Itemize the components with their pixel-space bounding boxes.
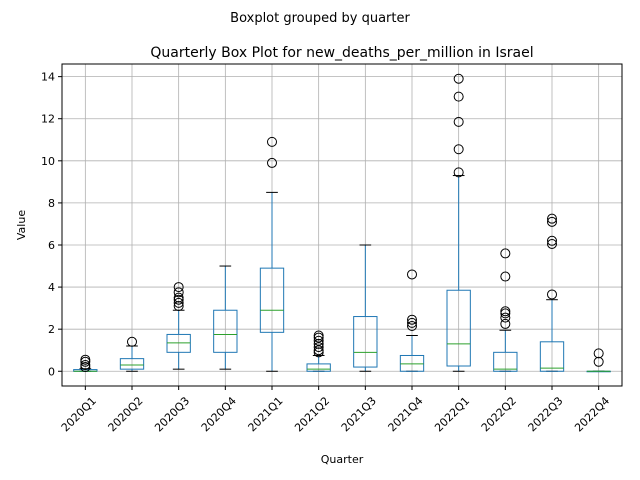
box-body — [119, 358, 145, 370]
outlier-point — [547, 235, 557, 246]
y-tick-label: 0 — [48, 365, 55, 378]
y-tick-label: 6 — [48, 239, 55, 252]
outlier-point — [500, 248, 511, 259]
x-tick-label: 2022Q3 — [526, 394, 566, 434]
outlier-point — [173, 287, 184, 298]
outlier-point — [313, 330, 324, 341]
box-group-2022Q2 — [493, 248, 518, 372]
grid-layer — [62, 64, 622, 386]
outlier-point — [453, 167, 464, 178]
outlier-point — [173, 292, 184, 303]
chart-title: Quarterly Box Plot for new_deaths_per_mi… — [150, 45, 533, 61]
y-tick-label: 14 — [41, 71, 55, 84]
x-tick-label: 2020Q2 — [106, 394, 146, 434]
outlier-point — [500, 312, 511, 323]
outlier-point — [267, 157, 277, 168]
box-body — [213, 309, 238, 353]
box-body — [446, 289, 471, 367]
outlier-point — [453, 73, 464, 84]
outlier-point — [547, 289, 557, 300]
box-group-2020Q1 — [73, 354, 98, 373]
outlier-point — [407, 321, 417, 332]
outlier-point — [127, 336, 137, 347]
outlier-point — [547, 216, 557, 227]
box-group-2022Q3 — [539, 213, 565, 372]
box-body — [353, 316, 378, 368]
outlier-point — [593, 356, 604, 367]
outlier-point — [593, 348, 604, 359]
y-tick-label: 4 — [48, 281, 55, 294]
outlier-point — [313, 335, 324, 346]
box-body — [493, 351, 518, 372]
box-group-2021Q1 — [259, 136, 285, 372]
outlier-point — [500, 306, 511, 317]
x-tick-label: 2021Q2 — [292, 394, 332, 434]
x-tick-label: 2021Q4 — [386, 394, 426, 434]
outlier-point — [173, 301, 184, 312]
box-body — [166, 333, 191, 353]
x-tick-label: 2022Q4 — [572, 394, 612, 434]
box-group-2020Q2 — [119, 336, 145, 372]
outlier-point — [173, 297, 184, 308]
marks-layer — [73, 73, 611, 373]
x-tick-label: 2022Q2 — [479, 394, 519, 434]
outlier-point — [173, 282, 184, 293]
box-group-2021Q3 — [353, 244, 378, 372]
outlier-point — [547, 213, 557, 224]
x-axis-label: Quarter — [321, 453, 364, 466]
outlier-point — [80, 354, 91, 365]
outlier-point — [453, 91, 464, 102]
box-group-2022Q1 — [446, 73, 471, 372]
outlier-point — [453, 144, 464, 155]
y-axis-label: Value — [15, 210, 28, 240]
y-tick-label: 8 — [48, 197, 55, 210]
chart-suptitle: Boxplot grouped by quarter — [230, 11, 410, 26]
outlier-point — [407, 269, 417, 280]
outlier-point — [267, 136, 277, 147]
outlier-point — [313, 338, 324, 349]
box-group-2021Q4 — [399, 269, 425, 372]
outlier-point — [500, 271, 511, 282]
outlier-point — [500, 318, 511, 329]
box-body — [399, 354, 425, 372]
outlier-point — [453, 116, 464, 127]
box-group-2022Q4 — [586, 348, 611, 373]
y-tick-label: 2 — [48, 323, 55, 336]
x-tick-label: 2021Q1 — [246, 394, 286, 434]
box-group-2021Q2 — [306, 330, 331, 372]
box-body — [306, 363, 331, 372]
outlier-point — [547, 238, 557, 249]
outlier-point — [407, 314, 417, 325]
x-tick-label: 2020Q1 — [59, 394, 99, 434]
box-body — [259, 267, 285, 333]
y-tick-label: 12 — [41, 113, 55, 126]
x-tick-label: 2021Q3 — [339, 394, 379, 434]
box-body — [539, 341, 565, 372]
x-tick-label: 2022Q1 — [432, 394, 472, 434]
box-group-2020Q4 — [213, 265, 238, 370]
plot-frame — [61, 63, 623, 387]
x-tick-label: 2020Q4 — [199, 394, 239, 434]
y-tick-label: 10 — [41, 155, 55, 168]
box-group-2020Q3 — [166, 282, 191, 370]
outlier-point — [407, 317, 417, 328]
outlier-point — [80, 359, 91, 370]
x-tick-label: 2020Q3 — [152, 394, 192, 434]
